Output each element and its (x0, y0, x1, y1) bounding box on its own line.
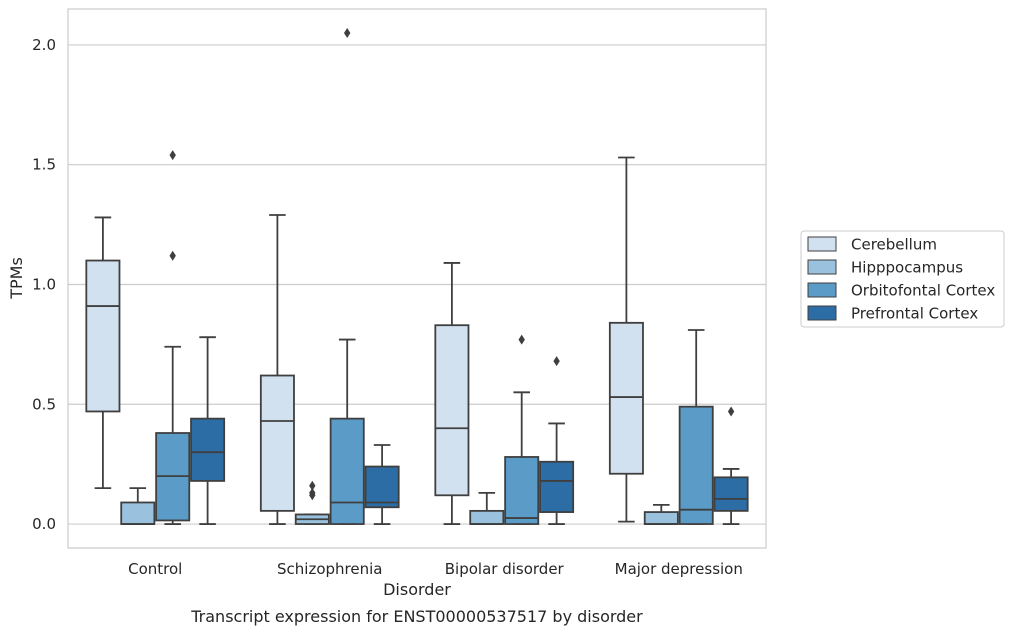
x-tick-label: Control (128, 560, 182, 578)
outlier-marker (309, 487, 316, 498)
outlier-marker (518, 334, 525, 345)
legend-label: Hipppocampus (851, 259, 963, 277)
box-iqr (120, 501, 156, 525)
x-ticks: Control Schizophrenia Bipolar disorder Majo… (128, 560, 743, 578)
legend-label: Cerebellum (851, 236, 937, 254)
box-iqr (364, 465, 400, 509)
plot-frame (67, 8, 767, 549)
y-axis-label: TPMs (7, 257, 26, 300)
box-iqr (678, 405, 714, 525)
legend-swatch (807, 282, 837, 298)
box-iqr (539, 460, 575, 513)
box-iqr (85, 259, 121, 413)
box-iqr (434, 324, 470, 497)
box-1-2 (329, 27, 365, 525)
y-tick-label: 0.0 (32, 515, 56, 533)
outlier-marker (169, 150, 176, 161)
box-1-1 (294, 480, 330, 525)
box-iqr (608, 321, 644, 475)
legend-label: Orbitofontal Cortex (851, 282, 995, 300)
legend-frame (800, 230, 1005, 328)
box-2-2 (504, 334, 540, 525)
box-2-0 (434, 262, 470, 525)
legend-label: Prefrontal Cortex (851, 305, 978, 323)
legend: Cerebellum Hipppocampus Orbitofontal Corte… (800, 230, 1005, 328)
y-tick-label: 1.5 (32, 156, 56, 174)
y-tick-label: 2.0 (32, 36, 56, 54)
box-3-1 (643, 503, 679, 525)
x-tick-label: Bipolar disorder (445, 560, 565, 578)
box-0-1 (120, 487, 156, 525)
legend-swatch (807, 305, 837, 321)
box-iqr (329, 417, 365, 525)
x-axis-label: Disorder (383, 580, 451, 599)
box-iqr (259, 374, 295, 512)
box-1-0 (259, 214, 295, 525)
chart-caption: Transcript expression for ENST0000053751… (190, 607, 643, 626)
box-iqr (469, 509, 505, 525)
box-3-0 (608, 156, 644, 523)
legend-items: Cerebellum Hipppocampus Orbitofontal Corte… (807, 236, 995, 323)
box-2-1 (469, 492, 505, 525)
box-0-0 (85, 216, 121, 490)
box-2-3 (539, 356, 575, 525)
outlier-marker (553, 356, 560, 367)
outlier-marker (169, 250, 176, 261)
x-tick-label: Schizophrenia (277, 560, 382, 578)
legend-swatch (807, 259, 837, 275)
box-3-3 (713, 406, 749, 525)
box-iqr (190, 417, 226, 482)
y-tick-label: 1.0 (32, 275, 56, 293)
box-3-2 (678, 329, 714, 525)
box-1-3 (364, 444, 400, 525)
x-tick-label: Major depression (615, 560, 743, 578)
box-0-2 (155, 150, 191, 525)
box-iqr (643, 511, 679, 525)
y-ticks: 0.0 0.5 1.0 1.5 2.0 (32, 36, 56, 533)
box-iqr (504, 456, 540, 525)
outlier-marker (727, 406, 735, 417)
y-tick-label: 0.5 (32, 395, 56, 413)
outlier-marker (309, 480, 316, 491)
box-iqr (713, 476, 749, 512)
box-0-3 (190, 336, 226, 525)
outlier-marker (344, 27, 351, 38)
legend-swatch (807, 236, 837, 252)
plot-data (85, 27, 749, 525)
